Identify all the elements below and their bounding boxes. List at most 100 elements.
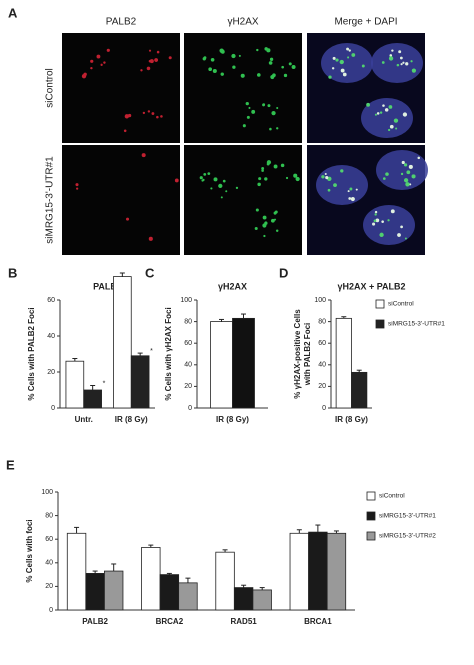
nucleus <box>376 150 428 190</box>
focus <box>276 127 279 130</box>
focus <box>212 68 217 74</box>
focus <box>351 53 356 57</box>
focus <box>321 175 325 179</box>
focus <box>400 225 403 229</box>
focus <box>151 112 155 115</box>
focus <box>283 73 288 78</box>
focus <box>232 65 236 69</box>
focus <box>373 219 377 223</box>
focus <box>328 75 332 79</box>
focus <box>366 102 370 107</box>
focus <box>385 172 389 176</box>
focus <box>220 49 225 54</box>
chart-title: γH2AX <box>218 281 247 291</box>
focus <box>242 124 246 128</box>
bar <box>113 276 132 409</box>
focus <box>271 111 276 116</box>
focus <box>275 229 279 233</box>
focus <box>231 53 236 59</box>
image-frame <box>184 145 302 255</box>
bar <box>210 321 233 409</box>
column-header: PALB2 <box>106 17 137 28</box>
focus <box>269 127 272 131</box>
annotation: * <box>103 380 106 387</box>
focus <box>391 49 394 52</box>
bar <box>83 389 102 409</box>
focus <box>404 237 407 240</box>
focus <box>374 113 377 116</box>
focus <box>327 188 331 192</box>
focus <box>288 62 292 66</box>
nucleus <box>321 43 373 83</box>
bar <box>159 574 180 611</box>
x-tick-label: BRCA1 <box>304 617 332 626</box>
focus <box>417 156 421 160</box>
focus <box>375 218 380 223</box>
focus <box>257 73 261 77</box>
bar <box>66 532 87 611</box>
focus <box>261 166 265 170</box>
bar <box>289 532 309 611</box>
y-tick-label: 100 <box>180 297 192 304</box>
y-tick-label: 100 <box>314 297 326 304</box>
focus <box>295 176 300 182</box>
focus <box>388 56 394 61</box>
focus <box>156 50 160 54</box>
x-tick-label: IR (8 Gy) <box>115 415 148 424</box>
focus <box>340 68 345 73</box>
focus <box>347 56 350 59</box>
focus <box>270 74 275 80</box>
focus <box>361 64 365 68</box>
image-frame <box>62 33 180 143</box>
row-label: siMRG15-3'-UTR#1 <box>45 156 56 244</box>
focus <box>218 183 223 188</box>
legend-swatch <box>375 319 385 329</box>
focus <box>376 112 380 115</box>
focus <box>401 160 405 165</box>
focus <box>355 188 358 191</box>
focus <box>390 209 395 214</box>
focus <box>203 173 207 176</box>
y-tick-label: 0 <box>188 405 192 412</box>
focus <box>255 208 259 212</box>
y-tick-label: 40 <box>184 362 192 369</box>
focus <box>411 68 417 73</box>
column-header: Merge + DAPI <box>334 17 397 28</box>
bar <box>232 317 255 409</box>
x-tick-label: IR (8 Gy) <box>216 415 249 424</box>
y-tick-label: 60 <box>184 340 192 347</box>
y-tick-label: 80 <box>318 318 326 325</box>
y-tick-label: 0 <box>322 405 326 412</box>
focus <box>347 190 350 193</box>
focus <box>90 59 94 63</box>
focus <box>81 74 87 79</box>
focus <box>349 187 353 191</box>
focus <box>281 65 284 69</box>
bar <box>130 355 150 409</box>
legend-swatch <box>375 299 385 309</box>
focus <box>274 210 278 214</box>
legend-label: siMRG15-3'-UTR#2 <box>379 533 436 540</box>
focus <box>261 169 264 172</box>
focus <box>379 111 383 114</box>
focus <box>339 59 344 65</box>
focus <box>403 163 408 167</box>
y-tick-label: 40 <box>45 560 53 567</box>
y-tick-label: 0 <box>49 607 53 614</box>
focus <box>213 177 218 182</box>
focus <box>384 108 389 112</box>
focus <box>142 111 146 115</box>
focus <box>273 218 277 221</box>
nucleus <box>316 165 368 205</box>
focus <box>174 178 179 183</box>
y-tick-label: 80 <box>184 318 192 325</box>
focus <box>106 48 110 52</box>
focus <box>409 183 412 186</box>
focus <box>293 173 298 178</box>
chart-title: γH2AX + PALB2 <box>337 281 405 291</box>
focus <box>160 115 163 118</box>
focus <box>398 50 402 54</box>
focus <box>100 63 103 66</box>
focus <box>207 172 211 176</box>
